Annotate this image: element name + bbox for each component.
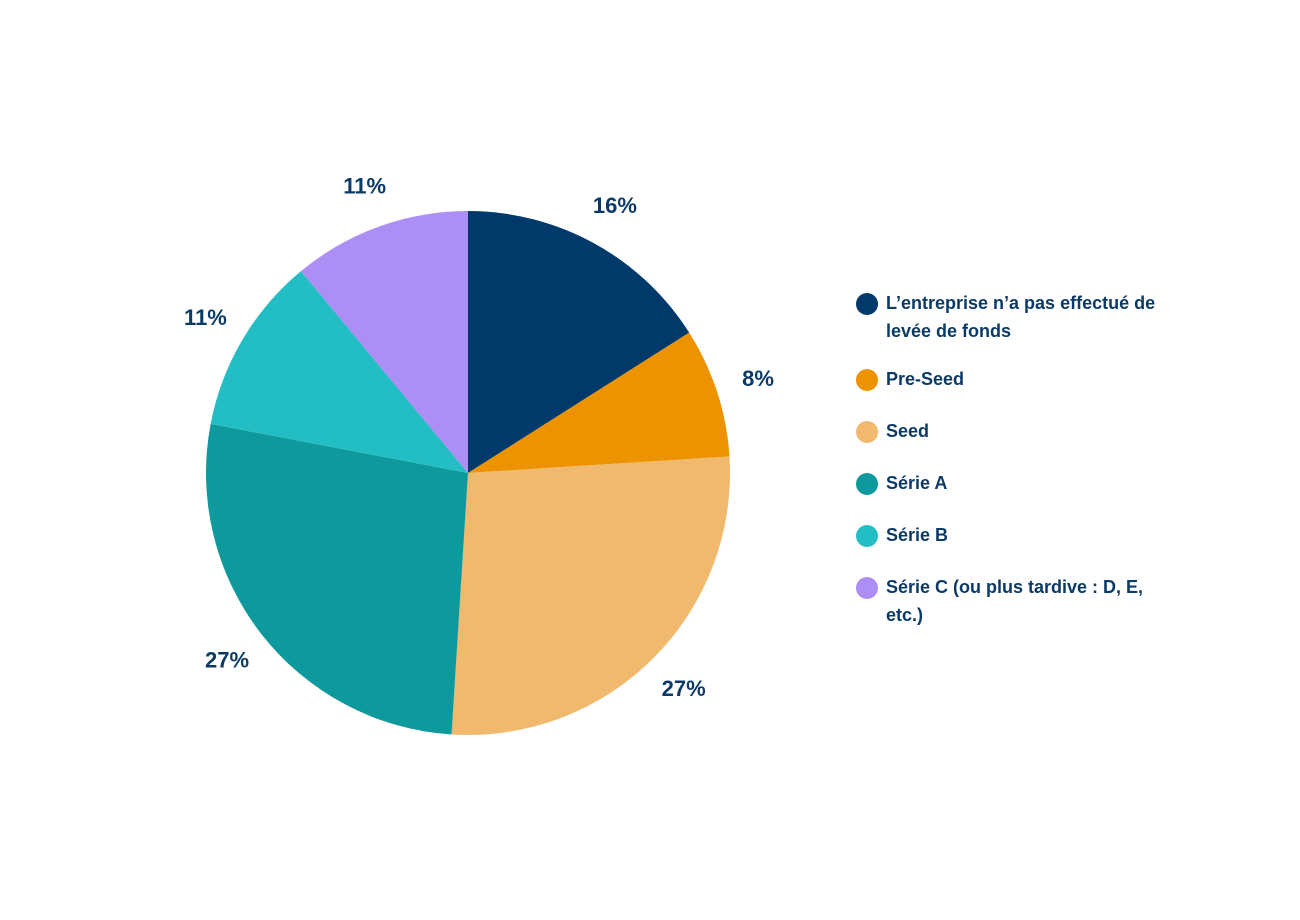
- legend-swatch-serie-a: [856, 473, 878, 495]
- legend-swatch-no-fundraising: [856, 293, 878, 315]
- legend-label-seed: Seed: [886, 421, 930, 441]
- legend-item-no-fundraising: L’entreprise n’a pas effectué de levée d…: [856, 292, 1156, 345]
- legend-label-serie-b: Série B: [886, 525, 949, 545]
- legend-swatch-serie-c: [856, 577, 878, 599]
- legend-item-serie-b: Série B: [856, 524, 1156, 549]
- pie-slice-serie-b: [210, 271, 468, 473]
- legend-label-no-fundraising: L’entreprise n’a pas effectué de levée d…: [886, 293, 1156, 341]
- legend-label-pre-seed: Pre-Seed: [886, 369, 965, 389]
- pie-slice-pre-seed: [468, 332, 730, 473]
- legend-swatch-serie-b: [856, 525, 878, 547]
- pie-percentage-labels: 16% 8% 27% 27% 11% 11%: [184, 174, 774, 702]
- legend-item-pre-seed: Pre-Seed: [856, 368, 1156, 393]
- legend-label-serie-c: Série C (ou plus tardive : D, E, etc.): [886, 577, 1144, 625]
- pie-slice-serie-a: [205, 423, 468, 735]
- legend-swatch-pre-seed: [856, 369, 878, 391]
- legend-item-seed: Seed: [856, 420, 1156, 445]
- pct-label-serie-b: 11%: [184, 305, 227, 330]
- legend-label-serie-a: Série A: [886, 473, 948, 493]
- pct-label-seed: 27%: [662, 676, 706, 701]
- legend-swatch-seed: [856, 421, 878, 443]
- pct-label-serie-a: 27%: [205, 647, 249, 672]
- pct-label-serie-c: 11%: [343, 174, 386, 199]
- legend-item-serie-c: Série C (ou plus tardive : D, E, etc.): [856, 576, 1156, 629]
- pie-slice-no-fundraising: [468, 211, 690, 473]
- legend-item-serie-a: Série A: [856, 472, 1156, 497]
- pie-slice-seed: [451, 456, 731, 736]
- pct-label-pre-seed: 8%: [742, 366, 774, 391]
- pie-slices: [205, 211, 731, 736]
- pie-slice-serie-c: [300, 211, 468, 473]
- pct-label-no-fundraising: 16%: [593, 193, 637, 218]
